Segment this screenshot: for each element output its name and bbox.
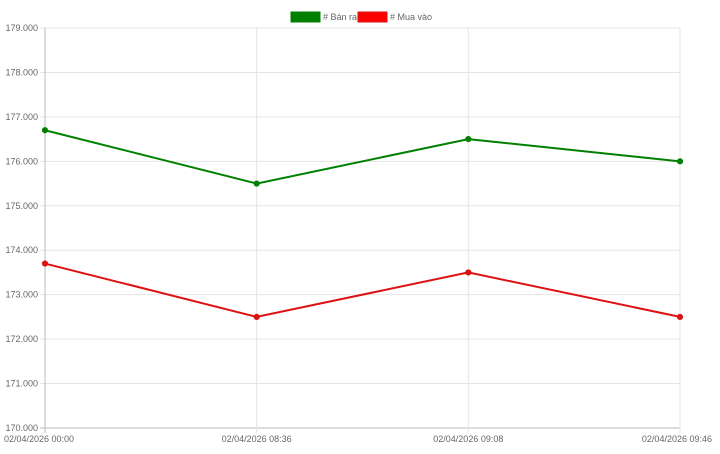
x-tick-label: 02/04/2026 09:08 (433, 434, 503, 444)
x-tick-label: 02/04/2026 08:36 (222, 434, 292, 444)
y-tick-label: 178.000 (5, 67, 38, 77)
series-line-1 (44, 262, 681, 318)
y-tick-label: 176.000 (5, 156, 38, 166)
data-point (253, 180, 260, 187)
y-tick-label: 177.000 (5, 112, 38, 122)
data-point (465, 269, 472, 276)
data-point (465, 136, 472, 143)
data-point (41, 260, 49, 267)
y-tick-label: 171.000 (5, 379, 38, 389)
data-point (676, 158, 684, 165)
y-axis-ticks: 170.000 171.000 172.000 173.000 174.000 175.0… (5, 23, 38, 433)
legend-swatch (290, 11, 321, 23)
y-tick-label: 170.000 (5, 423, 38, 433)
x-tick-label: 02/04/2026 00:00 (4, 434, 74, 444)
legend-swatch (357, 11, 388, 23)
y-tick-label: 172.000 (5, 334, 38, 344)
y-tick-label: 173.000 (5, 290, 38, 300)
series-line-0 (44, 129, 681, 185)
chart-grid (40, 27, 681, 433)
legend-label: # Mua vào (390, 12, 432, 22)
legend-label: # Bán ra (323, 12, 357, 22)
x-axis-ticks: 02/04/2026 00:00 02/04/2026 08:36 02/04/20… (4, 434, 712, 444)
x-tick-label: 02/04/2026 09:46 (642, 434, 712, 444)
y-tick-label: 175.000 (5, 201, 38, 211)
data-point (253, 313, 260, 320)
y-tick-label: 179.000 (5, 23, 38, 33)
data-point (41, 127, 49, 134)
series-layer (41, 127, 684, 320)
data-point (676, 313, 684, 320)
y-tick-label: 174.000 (5, 245, 38, 255)
chart-legend: # Bán ra # Mua vào (290, 11, 432, 23)
